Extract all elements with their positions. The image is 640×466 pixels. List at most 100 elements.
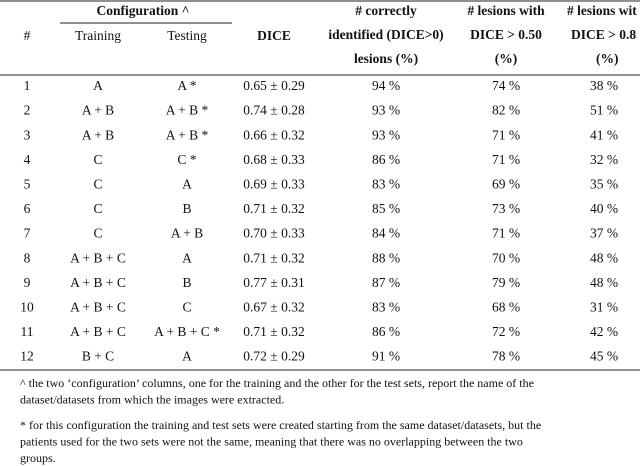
cell: A + B + C xyxy=(70,324,126,339)
cell: 0.77 ± 0.31 xyxy=(243,275,304,290)
cell: B xyxy=(182,201,191,216)
cell: C xyxy=(93,201,102,216)
cell: 4 xyxy=(24,152,31,167)
cell: 35 % xyxy=(590,176,618,191)
column-header: DICE > 0.50 xyxy=(470,27,542,42)
footnote: ^ the two ‘configuration’ columns, one f… xyxy=(20,376,534,390)
cell: A xyxy=(182,250,192,265)
cell: B + C xyxy=(82,349,114,364)
cell: A + B + C xyxy=(70,275,126,290)
cell: 5 xyxy=(24,176,31,191)
cell: 12 xyxy=(20,349,34,364)
cell: A + B + C xyxy=(70,250,126,265)
column-header: DICE > 0.8 xyxy=(571,27,636,42)
cell: 79 % xyxy=(492,275,520,290)
cell: 70 % xyxy=(492,250,520,265)
cell: 51 % xyxy=(590,103,618,118)
cell: 86 % xyxy=(372,324,400,339)
cell: 72 % xyxy=(492,324,520,339)
column-header: identified (DICE>0) xyxy=(328,27,443,42)
cell: A xyxy=(182,349,192,364)
column-header: Testing xyxy=(167,28,207,43)
column-header: (%) xyxy=(596,51,619,66)
cell: 6 xyxy=(24,201,31,216)
cell: 69 % xyxy=(492,176,520,191)
column-header: # xyxy=(24,28,31,43)
cell: C xyxy=(93,226,102,241)
footnote: groups. xyxy=(20,451,56,465)
cell: 32 % xyxy=(590,152,618,167)
cell: 73 % xyxy=(492,201,520,216)
column-header: # lesions wit xyxy=(567,3,637,18)
column-header: Training xyxy=(75,28,121,43)
cell: 0.66 ± 0.32 xyxy=(243,127,304,142)
cell: 71 % xyxy=(492,226,520,241)
cell: 71 % xyxy=(492,152,520,167)
cell: 94 % xyxy=(372,78,400,93)
footnote: * for this configuration the training an… xyxy=(20,418,541,432)
footnote: dataset/datasets from which the images w… xyxy=(20,392,284,406)
cell: A + B xyxy=(82,127,114,142)
cell: A xyxy=(182,176,192,191)
cell: A * xyxy=(177,78,196,93)
cell: 0.68 ± 0.33 xyxy=(243,152,305,167)
cell: 91 % xyxy=(372,349,400,364)
cell: 40 % xyxy=(590,201,618,216)
cell: 0.74 ± 0.28 xyxy=(243,103,305,118)
cell: 48 % xyxy=(590,275,618,290)
group-header: Configuration ^ xyxy=(97,3,190,18)
cell: A + B xyxy=(82,103,114,118)
cell: 78 % xyxy=(492,349,520,364)
cell: 0.71 ± 0.32 xyxy=(243,201,304,216)
cell: A + B xyxy=(171,226,203,241)
cell: 42 % xyxy=(590,324,618,339)
column-header: (%) xyxy=(495,51,518,66)
column-header: # correctly xyxy=(355,3,417,18)
cell: 68 % xyxy=(492,299,520,314)
cell: 8 xyxy=(24,250,31,265)
cell: 0.65 ± 0.29 xyxy=(243,78,305,93)
cell: A + B + C xyxy=(70,299,126,314)
column-header: lesions (%) xyxy=(354,51,418,66)
cell: 0.70 ± 0.33 xyxy=(243,226,305,241)
cell: 31 % xyxy=(590,299,618,314)
cell: 86 % xyxy=(372,152,400,167)
cell: 11 xyxy=(21,324,34,339)
cell: 41 % xyxy=(590,127,618,142)
footnote: patients used for the two sets were not … xyxy=(20,434,523,448)
cell: 71 % xyxy=(492,127,520,142)
cell: A xyxy=(93,78,103,93)
cell: 10 xyxy=(20,299,34,314)
cell: A + B * xyxy=(166,103,209,118)
cell: 0.71 ± 0.32 xyxy=(243,250,304,265)
cell: 38 % xyxy=(590,78,618,93)
cell: 82 % xyxy=(492,103,520,118)
cell: C xyxy=(93,176,102,191)
cell: 48 % xyxy=(590,250,618,265)
cell: 84 % xyxy=(372,226,400,241)
cell: 0.69 ± 0.33 xyxy=(243,176,305,191)
column-header: # lesions with xyxy=(467,3,545,18)
cell: 3 xyxy=(24,127,31,142)
cell: 0.71 ± 0.32 xyxy=(243,324,304,339)
cell: 83 % xyxy=(372,176,400,191)
cell: 87 % xyxy=(372,275,400,290)
cell: 83 % xyxy=(372,299,400,314)
cell: 74 % xyxy=(492,78,520,93)
cell: B xyxy=(182,275,191,290)
cell: 85 % xyxy=(372,201,400,216)
cell: 7 xyxy=(24,226,31,241)
cell: 93 % xyxy=(372,103,400,118)
cell: C xyxy=(93,152,102,167)
cell: C xyxy=(182,299,191,314)
cell: 93 % xyxy=(372,127,400,142)
cell: 88 % xyxy=(372,250,400,265)
cell: 45 % xyxy=(590,349,618,364)
cell: A + B + C * xyxy=(154,324,220,339)
cell: 2 xyxy=(24,103,31,118)
cell: 0.67 ± 0.32 xyxy=(243,299,304,314)
cell: 1 xyxy=(24,78,31,93)
cell: 37 % xyxy=(590,226,618,241)
